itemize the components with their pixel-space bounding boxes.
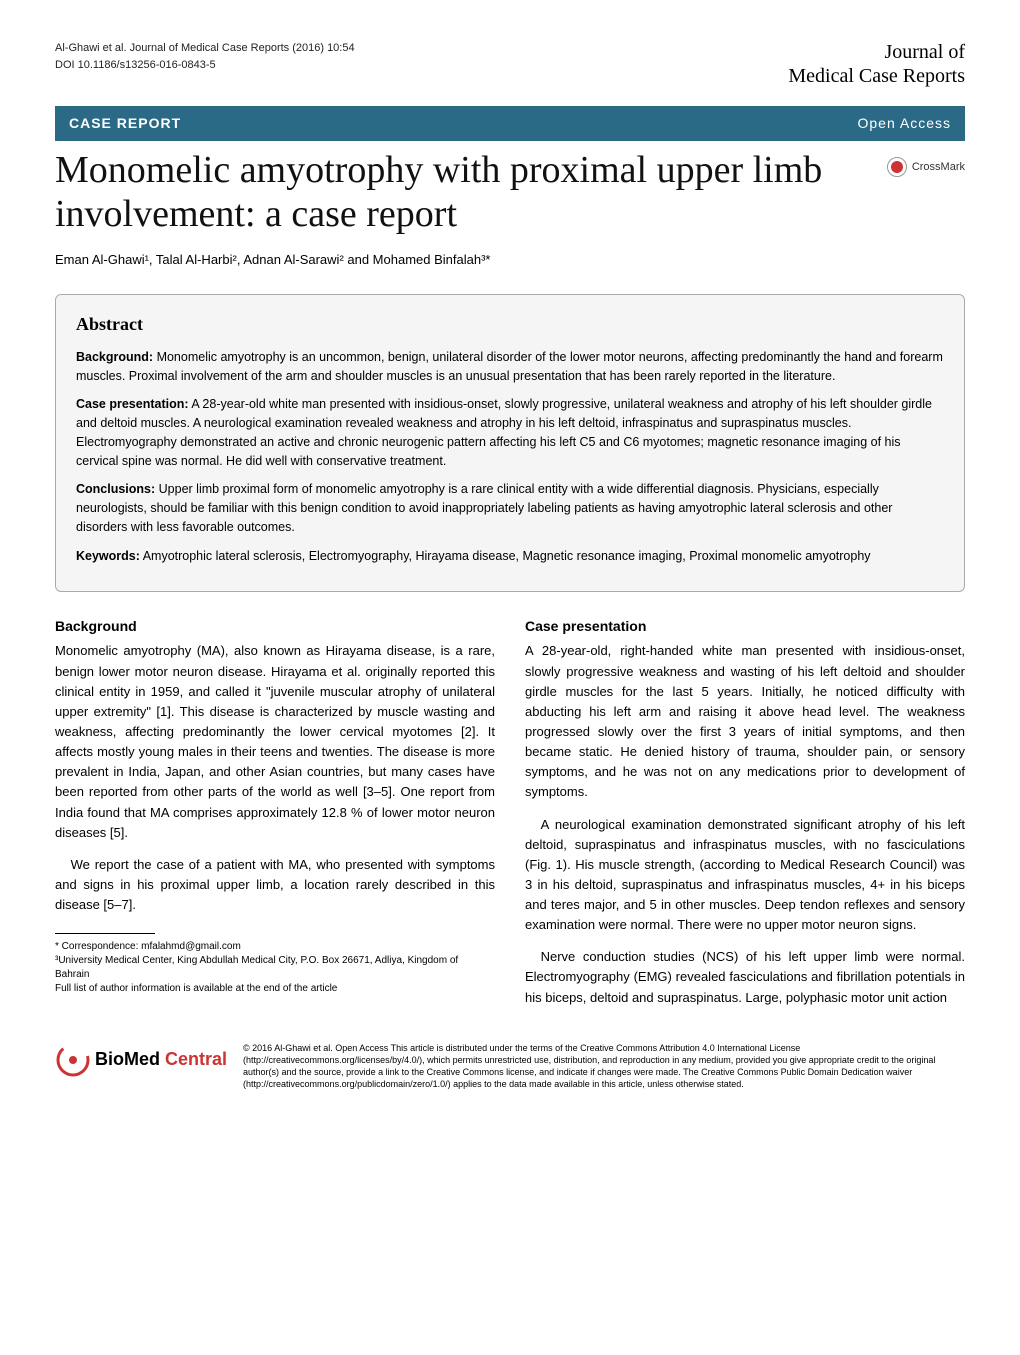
case-p1: A 28-year-old, right-handed white man pr…	[525, 641, 965, 802]
left-column: Background Monomelic amyotrophy (MA), al…	[55, 616, 495, 1019]
abstract-background: Background: Monomelic amyotrophy is an u…	[76, 348, 944, 386]
two-column-body: Background Monomelic amyotrophy (MA), al…	[55, 616, 965, 1019]
article-title: Monomelic amyotrophy with proximal upper…	[55, 149, 887, 236]
footnote-separator	[55, 933, 155, 934]
journal-name: Journal of Medical Case Reports	[788, 40, 965, 88]
case-p3: Nerve conduction studies (NCS) of his le…	[525, 947, 965, 1007]
journal-line2: Medical Case Reports	[788, 64, 965, 88]
biomed-icon	[55, 1042, 91, 1078]
authors: Eman Al-Ghawi¹, Talal Al-Harbi², Adnan A…	[55, 250, 965, 270]
biomed-text: BioMed Central	[95, 1046, 227, 1073]
crossmark-icon	[887, 157, 907, 177]
doi: DOI 10.1186/s13256-016-0843-5	[55, 57, 355, 74]
abstract-case-text: A 28-year-old white man presented with i…	[76, 397, 932, 467]
abstract-conclusions-label: Conclusions:	[76, 482, 155, 496]
biomed-central: Central	[160, 1049, 227, 1069]
abstract-keywords-text: Amyotrophic lateral sclerosis, Electromy…	[140, 549, 871, 563]
abstract-background-text: Monomelic amyotrophy is an uncommon, ben…	[76, 350, 943, 383]
case-heading: Case presentation	[525, 616, 965, 637]
abstract-keywords: Keywords: Amyotrophic lateral sclerosis,…	[76, 547, 944, 566]
abstract-case-label: Case presentation:	[76, 397, 189, 411]
author-info-note: Full list of author information is avail…	[55, 982, 495, 996]
biomed-central-logo: BioMed Central	[55, 1042, 227, 1078]
footnote-block: * Correspondence: mfalahmd@gmail.com ³Un…	[55, 940, 495, 996]
banner-right: Open Access	[858, 113, 952, 134]
case-p2: A neurological examination demonstrated …	[525, 815, 965, 936]
banner-left: CASE REPORT	[69, 113, 181, 134]
crossmark-dot-icon	[891, 161, 903, 173]
right-column: Case presentation A 28-year-old, right-h…	[525, 616, 965, 1019]
abstract-case: Case presentation: A 28-year-old white m…	[76, 395, 944, 470]
abstract-conclusions: Conclusions: Upper limb proximal form of…	[76, 480, 944, 536]
biomed-bio: BioMed	[95, 1049, 160, 1069]
footer-row: BioMed Central © 2016 Al-Ghawi et al. Op…	[55, 1042, 965, 1091]
crossmark-badge[interactable]: CrossMark	[887, 157, 965, 177]
page-header: Al-Ghawi et al. Journal of Medical Case …	[55, 40, 965, 88]
correspondence: * Correspondence: mfalahmd@gmail.com	[55, 940, 495, 954]
article-type-banner: CASE REPORT Open Access	[55, 106, 965, 141]
journal-line1: Journal of	[788, 40, 965, 64]
abstract-conclusions-text: Upper limb proximal form of monomelic am…	[76, 482, 892, 534]
affiliation: ³University Medical Center, King Abdulla…	[55, 954, 495, 982]
abstract-heading: Abstract	[76, 311, 944, 338]
background-p1: Monomelic amyotrophy (MA), also known as…	[55, 641, 495, 842]
background-heading: Background	[55, 616, 495, 637]
citation: Al-Ghawi et al. Journal of Medical Case …	[55, 40, 355, 57]
abstract-background-label: Background:	[76, 350, 153, 364]
title-row: Monomelic amyotrophy with proximal upper…	[55, 149, 965, 236]
abstract-keywords-label: Keywords:	[76, 549, 140, 563]
abstract-box: Abstract Background: Monomelic amyotroph…	[55, 294, 965, 593]
citation-block: Al-Ghawi et al. Journal of Medical Case …	[55, 40, 355, 73]
license-text: © 2016 Al-Ghawi et al. Open Access This …	[243, 1042, 965, 1091]
crossmark-label: CrossMark	[912, 159, 965, 176]
background-p2: We report the case of a patient with MA,…	[55, 855, 495, 915]
